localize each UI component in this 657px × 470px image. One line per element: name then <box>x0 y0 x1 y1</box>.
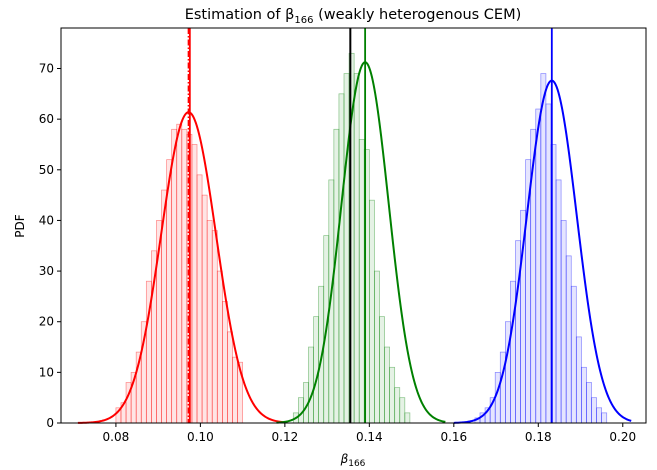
histogram-bar <box>232 356 238 424</box>
histogram-bar <box>601 412 608 424</box>
x-axis-ticks: 0.08 0.10 0.12 0.14 0.16 0.18 0.20 <box>103 423 636 444</box>
density-curves <box>77 61 632 424</box>
vertical-lines <box>187 28 553 423</box>
histogram-bar <box>358 139 365 424</box>
histogram-bar <box>540 73 547 424</box>
histogram-bar <box>389 366 396 424</box>
histogram-bar <box>353 73 360 424</box>
histogram-bar <box>374 270 380 424</box>
x-tick-label: 0.12 <box>272 430 299 444</box>
x-axis-label-subscript: 166 <box>348 459 365 469</box>
histogram-bar <box>586 382 592 424</box>
x-axis-label: β166 <box>340 452 366 469</box>
density-curve <box>276 61 446 424</box>
histogram-bar <box>222 301 228 424</box>
y-tick-label: 20 <box>39 315 54 329</box>
density-curve <box>453 79 632 424</box>
histogram-bar <box>399 397 406 424</box>
histogram-bar <box>227 331 233 424</box>
chart-title-suffix: (weakly heterogenous CEM) <box>313 7 521 23</box>
histogram-bar <box>176 123 183 424</box>
density-curve <box>77 111 285 424</box>
y-axis-ticks: 0 10 20 30 40 50 60 70 <box>39 62 61 430</box>
histogram-bar <box>555 179 562 424</box>
histogram-bar <box>575 336 582 424</box>
histogram-bar <box>394 387 401 424</box>
histogram-bar <box>560 220 567 424</box>
x-tick-label: 0.16 <box>440 430 467 444</box>
x-tick-label: 0.20 <box>609 430 636 444</box>
y-tick-label: 10 <box>39 365 54 379</box>
histogram-bar <box>570 285 577 424</box>
histogram-bar <box>206 220 213 424</box>
y-tick-label: 0 <box>46 416 54 430</box>
histogram-bar <box>404 412 411 424</box>
histogram-bar <box>216 270 223 424</box>
x-tick-label: 0.08 <box>103 430 130 444</box>
histogram-bar <box>596 407 603 424</box>
y-tick-label: 40 <box>39 213 54 227</box>
y-tick-label: 60 <box>39 112 54 126</box>
histogram-bar <box>343 73 350 424</box>
histogram-bar <box>166 159 173 424</box>
histogram-bar <box>333 128 340 424</box>
histogram-bar <box>181 128 188 424</box>
y-tick-label: 70 <box>39 62 54 76</box>
histogram-bar <box>211 230 218 424</box>
chart-title-subscript: 166 <box>294 15 313 26</box>
histogram-bar <box>379 316 385 424</box>
histogram-bar <box>191 144 198 424</box>
chart-title: Estimation of β166 (weakly heterogenous … <box>185 7 522 26</box>
x-tick-label: 0.10 <box>187 430 214 444</box>
histogram-bar <box>581 366 587 424</box>
x-tick-label: 0.14 <box>356 430 383 444</box>
histogram-bar <box>591 397 597 424</box>
histogram-bar <box>510 280 516 424</box>
histogram-bar <box>196 174 203 424</box>
histogram-bar <box>565 255 572 424</box>
plot-area-frame <box>60 27 647 424</box>
histogram-bar <box>535 108 542 424</box>
y-tick-label: 30 <box>39 264 54 278</box>
chart-title-prefix: Estimation of β <box>185 7 295 23</box>
histogram-bar <box>545 103 552 424</box>
x-axis-label-main: β <box>340 452 349 466</box>
histogram-bar <box>308 346 314 424</box>
y-axis-label: PDF <box>13 214 27 237</box>
histogram-bar <box>384 346 390 424</box>
y-tick-label: 50 <box>39 163 54 177</box>
histogram-bar <box>171 128 178 424</box>
histogram-bar <box>338 93 345 424</box>
histogram-bar <box>368 199 375 424</box>
histogram-bar <box>201 194 208 424</box>
x-tick-label: 0.18 <box>525 430 552 444</box>
